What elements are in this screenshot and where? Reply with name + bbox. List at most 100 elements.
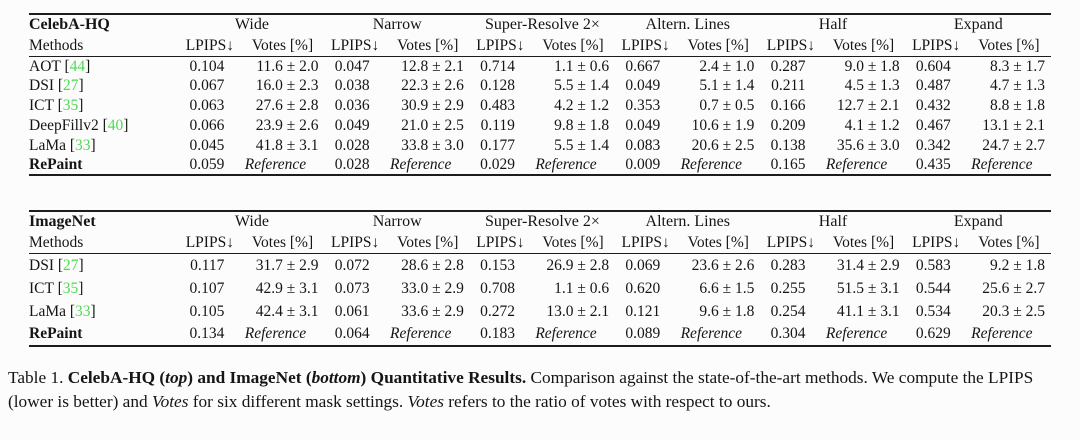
votes-value: 12.8 ± 2.1 [401,57,464,75]
citation-link[interactable]: 44 [69,57,86,75]
votes-value: 20.6 ± 2.5 [691,136,755,154]
lpips-header: LPIPS↓ [615,35,677,57]
votes-header: Votes [%] [821,35,906,57]
votes-value: 9.6 ± 1.8 [699,302,755,320]
lpips-value: 0.028 [334,155,370,173]
votes-value: Reference [971,325,1033,343]
lpips-value: 0.283 [770,257,806,274]
lpips-header: LPIPS↓ [905,35,967,57]
table-row: DSI [27] 0.117 31.7 ± 2.9 0.072 28.6 ± 2.8 0.… [29,254,1051,277]
mask-group-header: Expand [953,16,1003,34]
method-name: RePaint [29,155,83,173]
votes-header: Votes [%] [821,232,906,255]
lpips-value: 0.209 [770,116,806,134]
lpips-value: 0.064 [334,325,370,343]
lpips-value: 0.134 [189,325,225,343]
lpips-value: 0.153 [480,257,515,274]
votes-header: Votes [%] [966,35,1051,57]
lpips-value: 0.105 [189,302,225,320]
mask-group-header: Super-Resolve 2× [485,213,600,231]
votes-header: Votes [%] [530,232,616,255]
lpips-value: 0.121 [625,302,661,320]
citation-link[interactable]: 40 [107,116,124,134]
lpips-value: 0.049 [625,116,661,134]
lpips-value: 0.708 [480,279,515,297]
table-row: DSI [27] 0.067 16.0 ± 2.3 0.038 22.3 ± 2.6 0.… [29,76,1051,96]
lpips-value: 0.059 [189,155,225,173]
votes-value: 11.6 ± 2.0 [256,57,319,75]
citation-link[interactable]: 35 [62,96,79,114]
votes-value: 23.9 ± 2.6 [255,116,319,134]
lpips-value: 0.165 [770,155,806,173]
votes-value: 4.1 ± 1.2 [844,116,900,134]
votes-value: 16.0 ± 2.3 [255,77,319,95]
lpips-header: LPIPS↓ [905,232,967,255]
citation-link[interactable]: 27 [63,77,79,95]
votes-value: 12.7 ± 2.1 [836,96,900,114]
citation-link[interactable]: 33 [75,302,91,320]
lpips-header: LPIPS↓ [760,232,822,255]
imagenet-results-table: ImageNet Wide Narrow Super-Resolve 2× Altern… [29,209,1051,347]
method-name: AOT [44] [29,57,91,75]
votes-value: 31.4 ± 2.9 [836,257,900,274]
mask-group-header: Narrow [372,213,422,231]
lpips-value: 0.028 [334,136,370,154]
votes-header: Votes [%] [385,35,470,57]
paper-table-figure: CelebA-HQ Wide Narrow Super-Resolve 2× Alter… [0,13,1080,440]
lpips-value: 0.061 [334,302,370,320]
votes-value: Reference [535,155,597,173]
votes-value: 9.2 ± 1.8 [989,257,1045,274]
methods-header: Methods [29,232,180,255]
lpips-value: 0.604 [915,57,951,75]
votes-value: 0.7 ± 0.5 [699,96,755,114]
lpips-value: 0.467 [915,116,951,134]
votes-value: 8.8 ± 1.8 [989,96,1045,114]
lpips-value: 0.117 [190,257,225,274]
lpips-value: 0.287 [770,57,806,75]
lpips-header: LPIPS↓ [179,232,241,255]
votes-value: 33.8 ± 3.0 [401,136,464,154]
votes-value: 9.8 ± 1.8 [554,116,610,134]
citation-link[interactable]: 33 [75,136,91,154]
lpips-header: LPIPS↓ [469,35,531,57]
method-name: DSI [27] [29,257,84,274]
votes-value: 25.6 ± 2.7 [982,279,1045,297]
lpips-value: 0.435 [915,155,951,173]
lpips-value: 0.620 [625,279,661,297]
mask-group-header: Wide [234,16,269,34]
lpips-value: 0.067 [189,77,225,95]
table-row: RePaint 0.059 Reference 0.028 Reference 0.029… [29,155,1051,175]
lpips-value: 0.036 [334,96,370,114]
lpips-header: LPIPS↓ [324,35,386,57]
votes-header: Votes [%] [676,232,761,255]
votes-value: 33.0 ± 2.9 [401,279,464,297]
citation-link[interactable]: 35 [62,279,79,297]
mask-group-header: Altern. Lines [645,213,730,231]
votes-value: Reference [825,155,888,173]
group-header-row: CelebA-HQ Wide Narrow Super-Resolve 2× Alter… [29,14,1051,35]
votes-value: 9.0 ± 1.8 [844,57,900,75]
citation-link[interactable]: 27 [63,257,79,274]
votes-value: Reference [535,325,597,343]
votes-value: Reference [680,155,742,173]
lpips-value: 0.534 [915,302,951,320]
votes-value: 41.8 ± 3.1 [255,136,319,154]
table-caption: Table 1. CelebA-HQ (top) and ImageNet (b… [8,367,1034,412]
lpips-value: 0.138 [770,136,806,154]
votes-value: Reference [244,155,307,173]
method-name: ICT [35] [29,96,84,114]
lpips-value: 0.177 [480,136,515,154]
votes-value: 51.5 ± 3.1 [836,279,900,297]
celeba-hq-results-table: CelebA-HQ Wide Narrow Super-Resolve 2× Alter… [29,13,1051,176]
votes-value: 4.7 ± 1.3 [989,77,1045,95]
votes-value: 4.5 ± 1.3 [844,77,900,95]
lpips-value: 0.029 [480,155,515,173]
lpips-value: 0.304 [770,325,806,343]
lpips-value: 0.104 [189,57,225,75]
votes-value: 27.6 ± 2.8 [255,96,319,114]
votes-value: 1.1 ± 0.6 [554,279,610,297]
votes-header: Votes [%] [240,35,325,57]
caption-label: Table 1. [8,367,68,387]
lpips-value: 0.066 [189,116,225,134]
votes-value: 4.2 ± 1.2 [554,96,610,114]
